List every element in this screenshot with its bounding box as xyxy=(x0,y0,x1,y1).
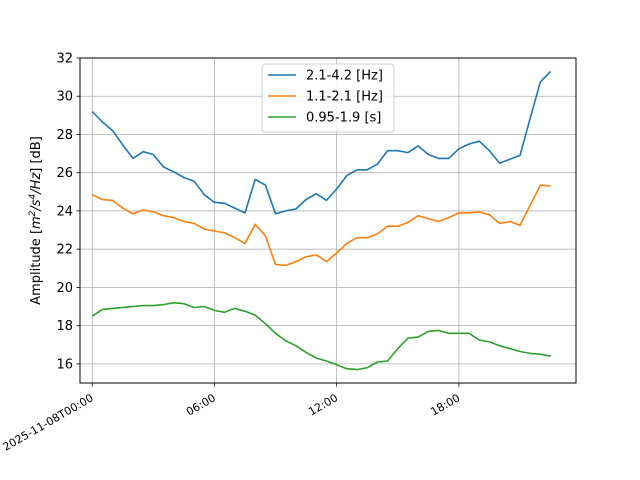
y-axis-label-sup2: 2 xyxy=(28,210,38,216)
y-axis-label: Amplitude [m2/s4/Hz] [dB] xyxy=(28,136,44,305)
y-axis-label-suffix: ] [dB] xyxy=(29,136,44,173)
y-tick-label: 22 xyxy=(56,243,73,258)
legend-label: 0.95-1.9 [s] xyxy=(306,111,381,126)
y-tick-label: 26 xyxy=(56,166,73,181)
y-axis-label-sup4: 4 xyxy=(28,193,38,199)
y-tick-label: 18 xyxy=(56,319,73,334)
y-tick-label: 20 xyxy=(56,281,73,296)
y-axis-label-m: m xyxy=(29,216,44,229)
y-tick-label: 24 xyxy=(56,204,73,219)
y-axis-label-hz: /Hz xyxy=(29,172,44,195)
series-lines xyxy=(91,70,552,371)
y-tick-label: 16 xyxy=(56,357,73,372)
legend: 2.1-4.2 [Hz] 1.1-2.1 [Hz] 0.95-1.9 [s] xyxy=(261,63,395,133)
y-tick-label: 30 xyxy=(56,90,73,105)
y-axis-label-prefix: Amplitude [ xyxy=(29,229,44,305)
legend-label: 2.1-4.2 [Hz] xyxy=(306,69,383,84)
y-axis-label-s: /s xyxy=(29,199,44,211)
series-line xyxy=(91,301,551,371)
y-tick-label: 32 xyxy=(56,52,73,67)
plot-frame xyxy=(79,57,577,384)
series-line xyxy=(91,184,551,267)
legend-label: 1.1-2.1 [Hz] xyxy=(306,90,383,105)
y-tick-label: 28 xyxy=(56,128,73,143)
legend-box xyxy=(261,63,395,133)
series-line xyxy=(91,70,552,215)
